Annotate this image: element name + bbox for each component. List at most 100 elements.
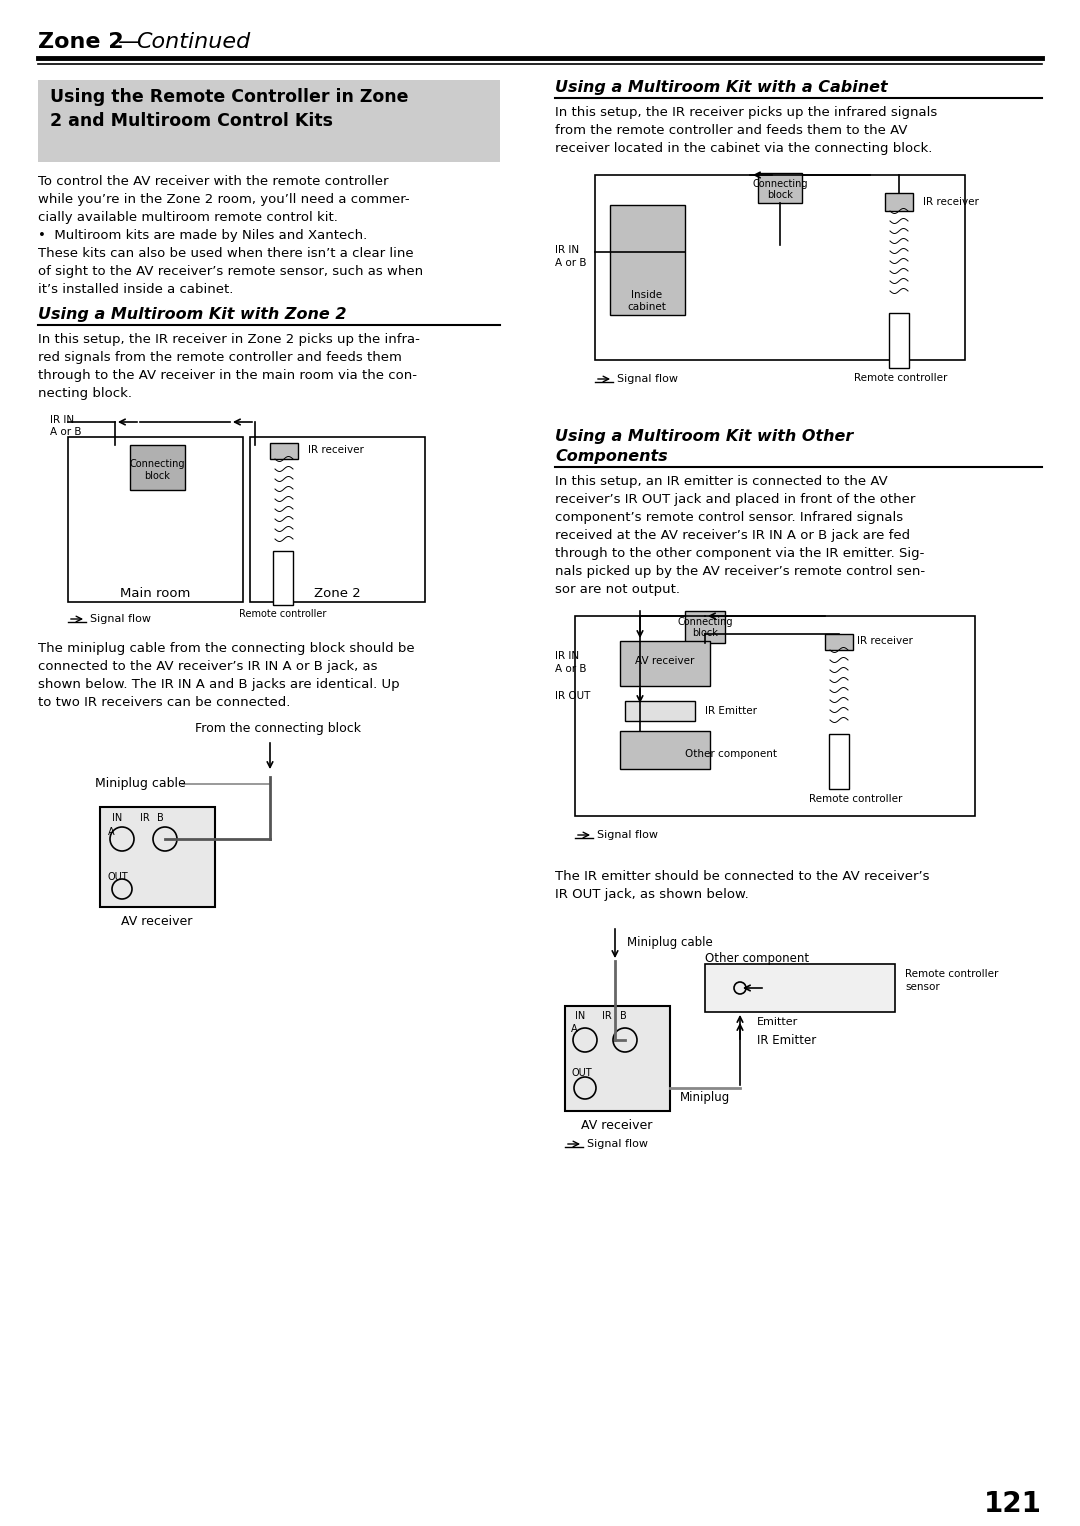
Bar bbox=[610, 204, 685, 314]
Text: block: block bbox=[767, 191, 793, 200]
Bar bbox=[620, 641, 710, 687]
Text: IR Emitter: IR Emitter bbox=[757, 1035, 816, 1047]
Text: IR receiver: IR receiver bbox=[308, 446, 364, 455]
Text: from the remote controller and feeds them to the AV: from the remote controller and feeds the… bbox=[555, 124, 907, 137]
Text: Miniplug: Miniplug bbox=[680, 1091, 730, 1103]
Bar bbox=[38, 79, 500, 162]
Text: to two IR receivers can be connected.: to two IR receivers can be connected. bbox=[38, 696, 291, 710]
Text: Continued: Continued bbox=[136, 32, 251, 52]
Text: Main room: Main room bbox=[120, 588, 190, 600]
Bar bbox=[130, 446, 185, 490]
Text: IN: IN bbox=[575, 1012, 585, 1021]
Bar bbox=[620, 731, 710, 769]
Text: A or B: A or B bbox=[50, 427, 81, 436]
Bar bbox=[685, 610, 725, 642]
Bar bbox=[829, 734, 849, 789]
Bar bbox=[889, 313, 909, 368]
Text: while you’re in the Zone 2 room, you’ll need a commer-: while you’re in the Zone 2 room, you’ll … bbox=[38, 192, 409, 206]
Bar bbox=[565, 1006, 670, 1111]
Text: —: — bbox=[118, 32, 140, 52]
Bar bbox=[249, 436, 426, 601]
Text: IR OUT jack, as shown below.: IR OUT jack, as shown below. bbox=[555, 888, 748, 900]
Text: Remote controller: Remote controller bbox=[854, 372, 947, 383]
Text: through to the AV receiver in the main room via the con-: through to the AV receiver in the main r… bbox=[38, 369, 417, 382]
Bar bbox=[825, 633, 853, 650]
Text: AV receiver: AV receiver bbox=[581, 1119, 652, 1132]
Text: Signal flow: Signal flow bbox=[617, 374, 678, 385]
Text: it’s installed inside a cabinet.: it’s installed inside a cabinet. bbox=[38, 282, 233, 296]
Text: Other component: Other component bbox=[705, 952, 809, 964]
Text: B: B bbox=[620, 1012, 626, 1021]
Bar bbox=[758, 172, 802, 203]
Text: Using a Multiroom Kit with Zone 2: Using a Multiroom Kit with Zone 2 bbox=[38, 307, 347, 322]
Text: These kits can also be used when there isn’t a clear line: These kits can also be used when there i… bbox=[38, 247, 414, 259]
Text: In this setup, the IR receiver in Zone 2 picks up the infra-: In this setup, the IR receiver in Zone 2… bbox=[38, 333, 420, 346]
Text: through to the other component via the IR emitter. Sig-: through to the other component via the I… bbox=[555, 546, 924, 560]
Text: Using a Multiroom Kit with Other: Using a Multiroom Kit with Other bbox=[555, 429, 853, 444]
Text: cially available multiroom remote control kit.: cially available multiroom remote contro… bbox=[38, 211, 338, 224]
Text: Using the Remote Controller in Zone: Using the Remote Controller in Zone bbox=[50, 89, 408, 105]
Text: received at the AV receiver’s IR IN A or B jack are fed: received at the AV receiver’s IR IN A or… bbox=[555, 530, 910, 542]
Text: necting block.: necting block. bbox=[38, 388, 132, 400]
Text: •  Multiroom kits are made by Niles and Xantech.: • Multiroom kits are made by Niles and X… bbox=[38, 229, 367, 243]
Text: The miniplug cable from the connecting block should be: The miniplug cable from the connecting b… bbox=[38, 642, 415, 655]
Text: block: block bbox=[692, 629, 718, 638]
Bar bbox=[68, 436, 243, 601]
Text: receiver’s IR OUT jack and placed in front of the other: receiver’s IR OUT jack and placed in fro… bbox=[555, 493, 916, 507]
Text: OUT: OUT bbox=[571, 1068, 592, 1077]
Text: Signal flow: Signal flow bbox=[597, 830, 658, 839]
Text: nals picked up by the AV receiver’s remote control sen-: nals picked up by the AV receiver’s remo… bbox=[555, 565, 926, 578]
Text: shown below. The IR IN A and B jacks are identical. Up: shown below. The IR IN A and B jacks are… bbox=[38, 678, 400, 691]
Text: IR receiver: IR receiver bbox=[858, 636, 913, 645]
Text: Miniplug cable: Miniplug cable bbox=[627, 935, 713, 949]
Text: A or B: A or B bbox=[555, 258, 586, 269]
Bar bbox=[270, 443, 298, 459]
Bar bbox=[625, 700, 696, 720]
Text: Emitter: Emitter bbox=[757, 1016, 798, 1027]
Text: IR: IR bbox=[140, 813, 150, 823]
Text: IR OUT: IR OUT bbox=[555, 691, 591, 700]
Text: IR IN: IR IN bbox=[555, 652, 579, 661]
Text: red signals from the remote controller and feeds them: red signals from the remote controller a… bbox=[38, 351, 402, 365]
Text: AV receiver: AV receiver bbox=[635, 656, 694, 665]
Bar bbox=[100, 807, 215, 906]
Text: Remote controller: Remote controller bbox=[809, 794, 903, 804]
Text: From the connecting block: From the connecting block bbox=[195, 722, 361, 736]
Text: Zone 2: Zone 2 bbox=[38, 32, 123, 52]
Text: In this setup, an IR emitter is connected to the AV: In this setup, an IR emitter is connecte… bbox=[555, 475, 888, 488]
Text: B: B bbox=[157, 813, 164, 823]
Bar bbox=[575, 617, 975, 816]
Text: 121: 121 bbox=[984, 1489, 1042, 1518]
Text: Components: Components bbox=[555, 449, 667, 464]
Text: The IR emitter should be connected to the AV receiver’s: The IR emitter should be connected to th… bbox=[555, 870, 930, 884]
Text: Miniplug cable: Miniplug cable bbox=[95, 777, 186, 790]
Text: Connecting: Connecting bbox=[677, 617, 732, 627]
Text: IR IN: IR IN bbox=[555, 246, 579, 255]
Text: OUT: OUT bbox=[108, 871, 129, 882]
Text: block: block bbox=[144, 472, 170, 481]
Text: IR receiver: IR receiver bbox=[923, 197, 978, 208]
Text: IN: IN bbox=[112, 813, 122, 823]
Text: Remote controller: Remote controller bbox=[905, 969, 998, 980]
Text: component’s remote control sensor. Infrared signals: component’s remote control sensor. Infra… bbox=[555, 511, 903, 523]
Text: Inside: Inside bbox=[632, 290, 662, 301]
Text: of sight to the AV receiver’s remote sensor, such as when: of sight to the AV receiver’s remote sen… bbox=[38, 266, 423, 278]
Text: AV receiver: AV receiver bbox=[121, 916, 192, 928]
Text: receiver located in the cabinet via the connecting block.: receiver located in the cabinet via the … bbox=[555, 142, 932, 156]
Text: A: A bbox=[571, 1024, 578, 1035]
Text: In this setup, the IR receiver picks up the infrared signals: In this setup, the IR receiver picks up … bbox=[555, 105, 937, 119]
Text: A: A bbox=[108, 827, 114, 836]
Text: connected to the AV receiver’s IR IN A or B jack, as: connected to the AV receiver’s IR IN A o… bbox=[38, 661, 378, 673]
Text: A or B: A or B bbox=[555, 664, 586, 674]
Text: Connecting: Connecting bbox=[753, 179, 808, 189]
Text: Remote controller: Remote controller bbox=[240, 609, 326, 620]
Text: Connecting: Connecting bbox=[130, 459, 185, 468]
Bar bbox=[273, 551, 293, 604]
Text: Using a Multiroom Kit with a Cabinet: Using a Multiroom Kit with a Cabinet bbox=[555, 79, 888, 95]
Text: 2 and Multiroom Control Kits: 2 and Multiroom Control Kits bbox=[50, 111, 333, 130]
Text: Other component: Other component bbox=[685, 749, 777, 758]
Text: sor are not output.: sor are not output. bbox=[555, 583, 680, 597]
Text: IR IN: IR IN bbox=[50, 415, 75, 426]
Text: Zone 2: Zone 2 bbox=[313, 588, 361, 600]
Text: To control the AV receiver with the remote controller: To control the AV receiver with the remo… bbox=[38, 175, 389, 188]
